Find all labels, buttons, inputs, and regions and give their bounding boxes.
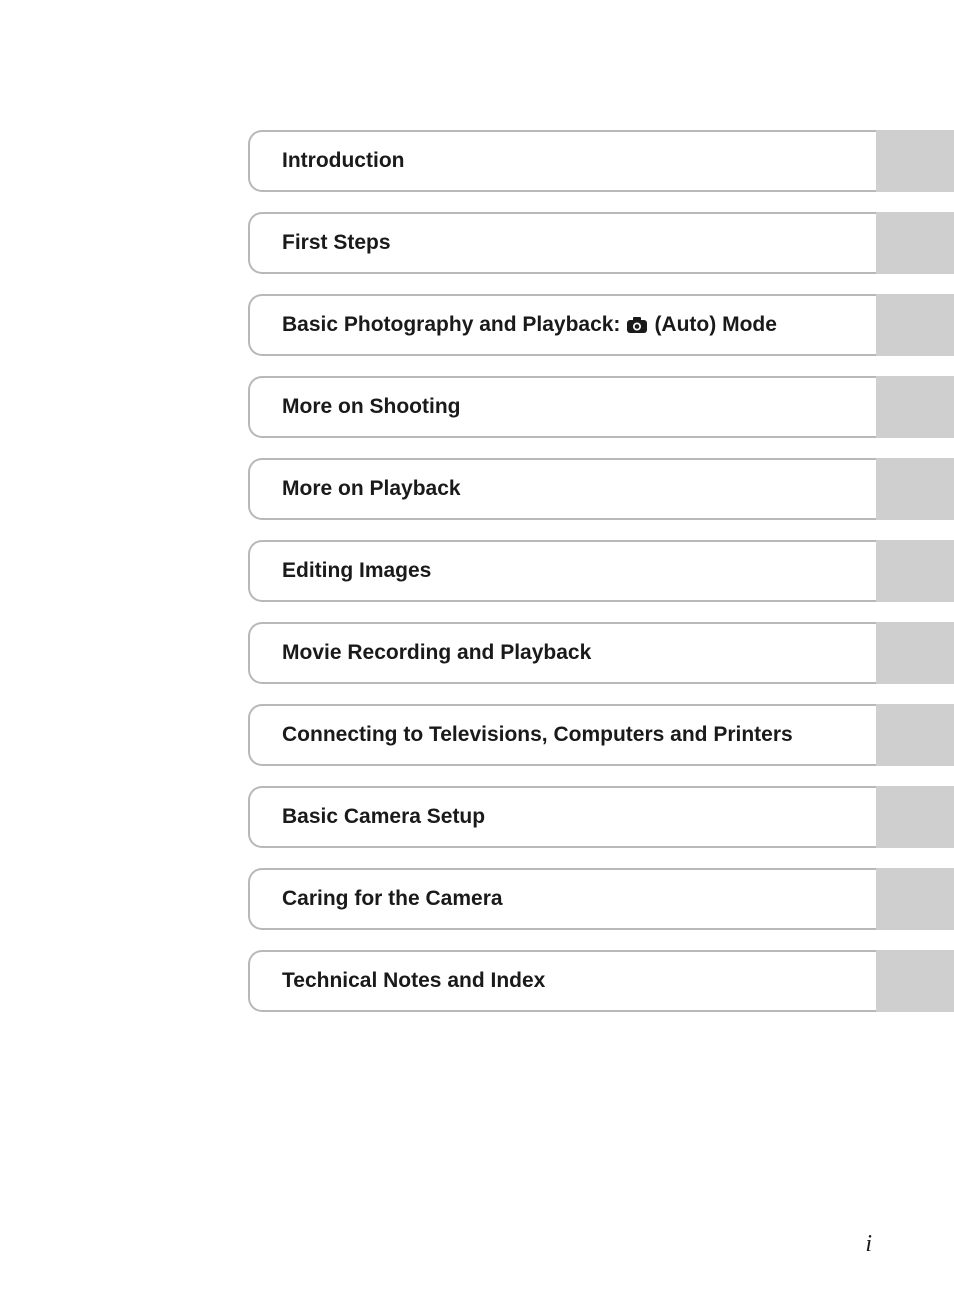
toc-label: Technical Notes and Index [282,969,545,993]
toc-box: Introduction [248,130,876,192]
toc-item-editing-images[interactable]: Editing Images [248,540,954,602]
toc-list: Introduction First Steps Basic Photograp… [248,130,954,1012]
toc-box: More on Playback [248,458,876,520]
toc-tab [876,376,954,438]
toc-box: Basic Camera Setup [248,786,876,848]
toc-box: Connecting to Televisions, Computers and… [248,704,876,766]
toc-item-connecting[interactable]: Connecting to Televisions, Computers and… [248,704,954,766]
toc-item-first-steps[interactable]: First Steps [248,212,954,274]
toc-label: Introduction [282,149,404,173]
page-number: i [865,1231,872,1258]
toc-tab [876,130,954,192]
toc-tab [876,704,954,766]
toc-label: More on Playback [282,477,461,501]
toc-box: More on Shooting [248,376,876,438]
toc-tab [876,950,954,1012]
toc-label: More on Shooting [282,395,460,419]
toc-tab [876,540,954,602]
toc-box: Movie Recording and Playback [248,622,876,684]
toc-item-more-shooting[interactable]: More on Shooting [248,376,954,438]
toc-label: Editing Images [282,559,431,583]
toc-item-movie-recording[interactable]: Movie Recording and Playback [248,622,954,684]
toc-item-caring[interactable]: Caring for the Camera [248,868,954,930]
toc-label: Basic Camera Setup [282,805,485,829]
toc-box: Technical Notes and Index [248,950,876,1012]
toc-tab [876,868,954,930]
toc-item-basic-photography[interactable]: Basic Photography and Playback: (Auto) M… [248,294,954,356]
toc-label: Basic Photography and Playback: (Auto) M… [282,313,777,337]
toc-tab [876,294,954,356]
toc-item-introduction[interactable]: Introduction [248,130,954,192]
toc-tab [876,786,954,848]
toc-item-technical-notes[interactable]: Technical Notes and Index [248,950,954,1012]
camera-icon [626,316,648,334]
toc-label-before: Basic Photography and Playback: [282,313,620,337]
toc-box: Basic Photography and Playback: (Auto) M… [248,294,876,356]
toc-label: First Steps [282,231,391,255]
toc-item-basic-setup[interactable]: Basic Camera Setup [248,786,954,848]
toc-label: Connecting to Televisions, Computers and… [282,723,793,747]
toc-box: Caring for the Camera [248,868,876,930]
toc-label-after: (Auto) Mode [654,313,776,337]
toc-label: Movie Recording and Playback [282,641,591,665]
toc-tab [876,622,954,684]
toc-box: Editing Images [248,540,876,602]
toc-tab [876,458,954,520]
toc-box: First Steps [248,212,876,274]
toc-tab [876,212,954,274]
toc-label: Caring for the Camera [282,887,503,911]
toc-item-more-playback[interactable]: More on Playback [248,458,954,520]
